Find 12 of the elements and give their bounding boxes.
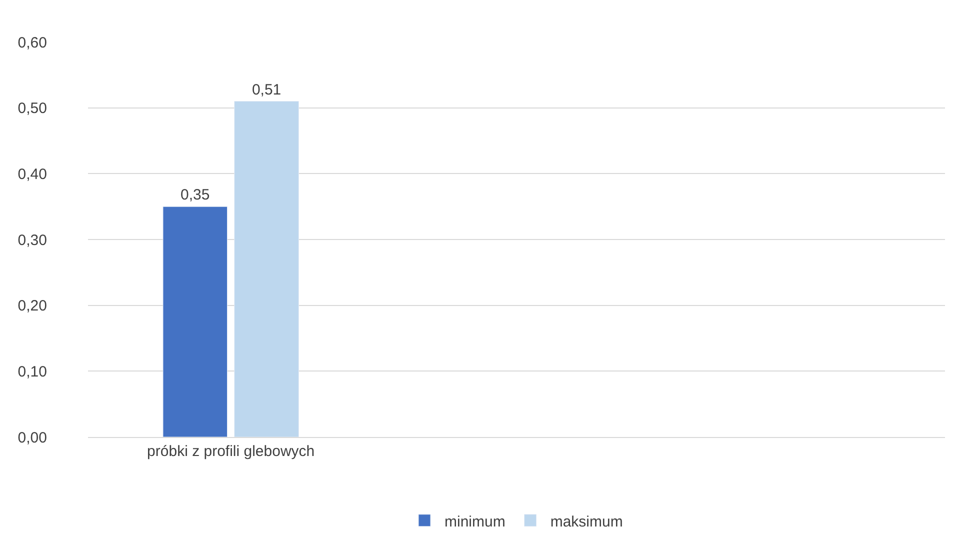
y-tick-label: 0,40 bbox=[18, 166, 47, 183]
y-tick-label: 0,00 bbox=[18, 429, 47, 446]
y-tick-label: 0,20 bbox=[18, 298, 47, 315]
y-tick-label: 0,50 bbox=[18, 100, 47, 118]
data-label: 0,51 bbox=[252, 81, 282, 98]
x-tick-label: próbki z profili glebowych bbox=[147, 443, 315, 460]
y-tick-label: 0,60 bbox=[18, 34, 47, 52]
legend-label: minimum bbox=[444, 513, 506, 530]
data-label: 0,35 bbox=[180, 186, 210, 204]
y-tick-label: 0,10 bbox=[18, 363, 47, 380]
y-tick-label: 0,30 bbox=[18, 232, 47, 249]
legend-label: maksimum bbox=[550, 513, 623, 530]
